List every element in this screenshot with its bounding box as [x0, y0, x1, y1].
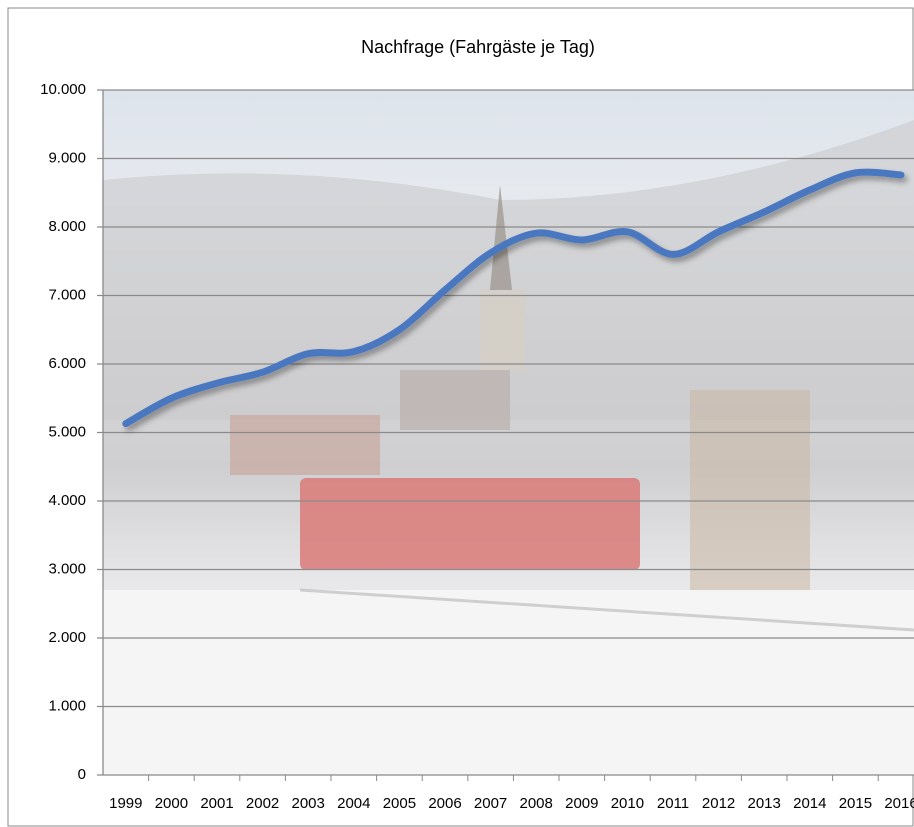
x-tick-label: 2011 [657, 795, 689, 812]
y-tick-label: 7.000 [48, 286, 86, 303]
x-tick-label: 2006 [428, 795, 461, 812]
x-tick-label: 2014 [793, 795, 826, 812]
y-tick-label: 9.000 [48, 149, 86, 166]
y-tick-label: 4.000 [48, 492, 86, 509]
y-tick-label: 10.000 [40, 81, 86, 98]
x-tick-label: 2000 [155, 795, 188, 812]
y-tick-label: 5.000 [48, 423, 86, 440]
y-tick-label: 3.000 [48, 560, 86, 577]
y-tick-label: 6.000 [48, 355, 86, 372]
x-tick-label: 2009 [565, 795, 598, 812]
series-line [122, 168, 905, 428]
x-tick-label: 2016 [884, 795, 914, 812]
x-tick-label: 2010 [611, 795, 644, 812]
x-tick-label: 1999 [109, 795, 142, 812]
x-tick-label: 2015 [839, 795, 872, 812]
x-tick-label: 2002 [246, 795, 279, 812]
y-tick-label: 2.000 [48, 629, 86, 646]
x-tick-label: 2004 [337, 795, 370, 812]
chart-title: Nachfrage (Fahrgäste je Tag) [361, 37, 595, 57]
y-tick-label: 1.000 [48, 697, 86, 714]
x-tick-label: 2013 [748, 795, 781, 812]
y-tick-label: 0 [78, 766, 86, 783]
background-photo [103, 90, 914, 775]
x-tick-label: 2007 [474, 795, 507, 812]
x-tick-label: 2012 [702, 795, 735, 812]
y-tick-label: 8.000 [48, 218, 86, 235]
x-tick-label: 2001 [200, 795, 233, 812]
x-tick-label: 2003 [292, 795, 325, 812]
x-tick-label: 2008 [520, 795, 553, 812]
x-tick-label: 2005 [383, 795, 416, 812]
